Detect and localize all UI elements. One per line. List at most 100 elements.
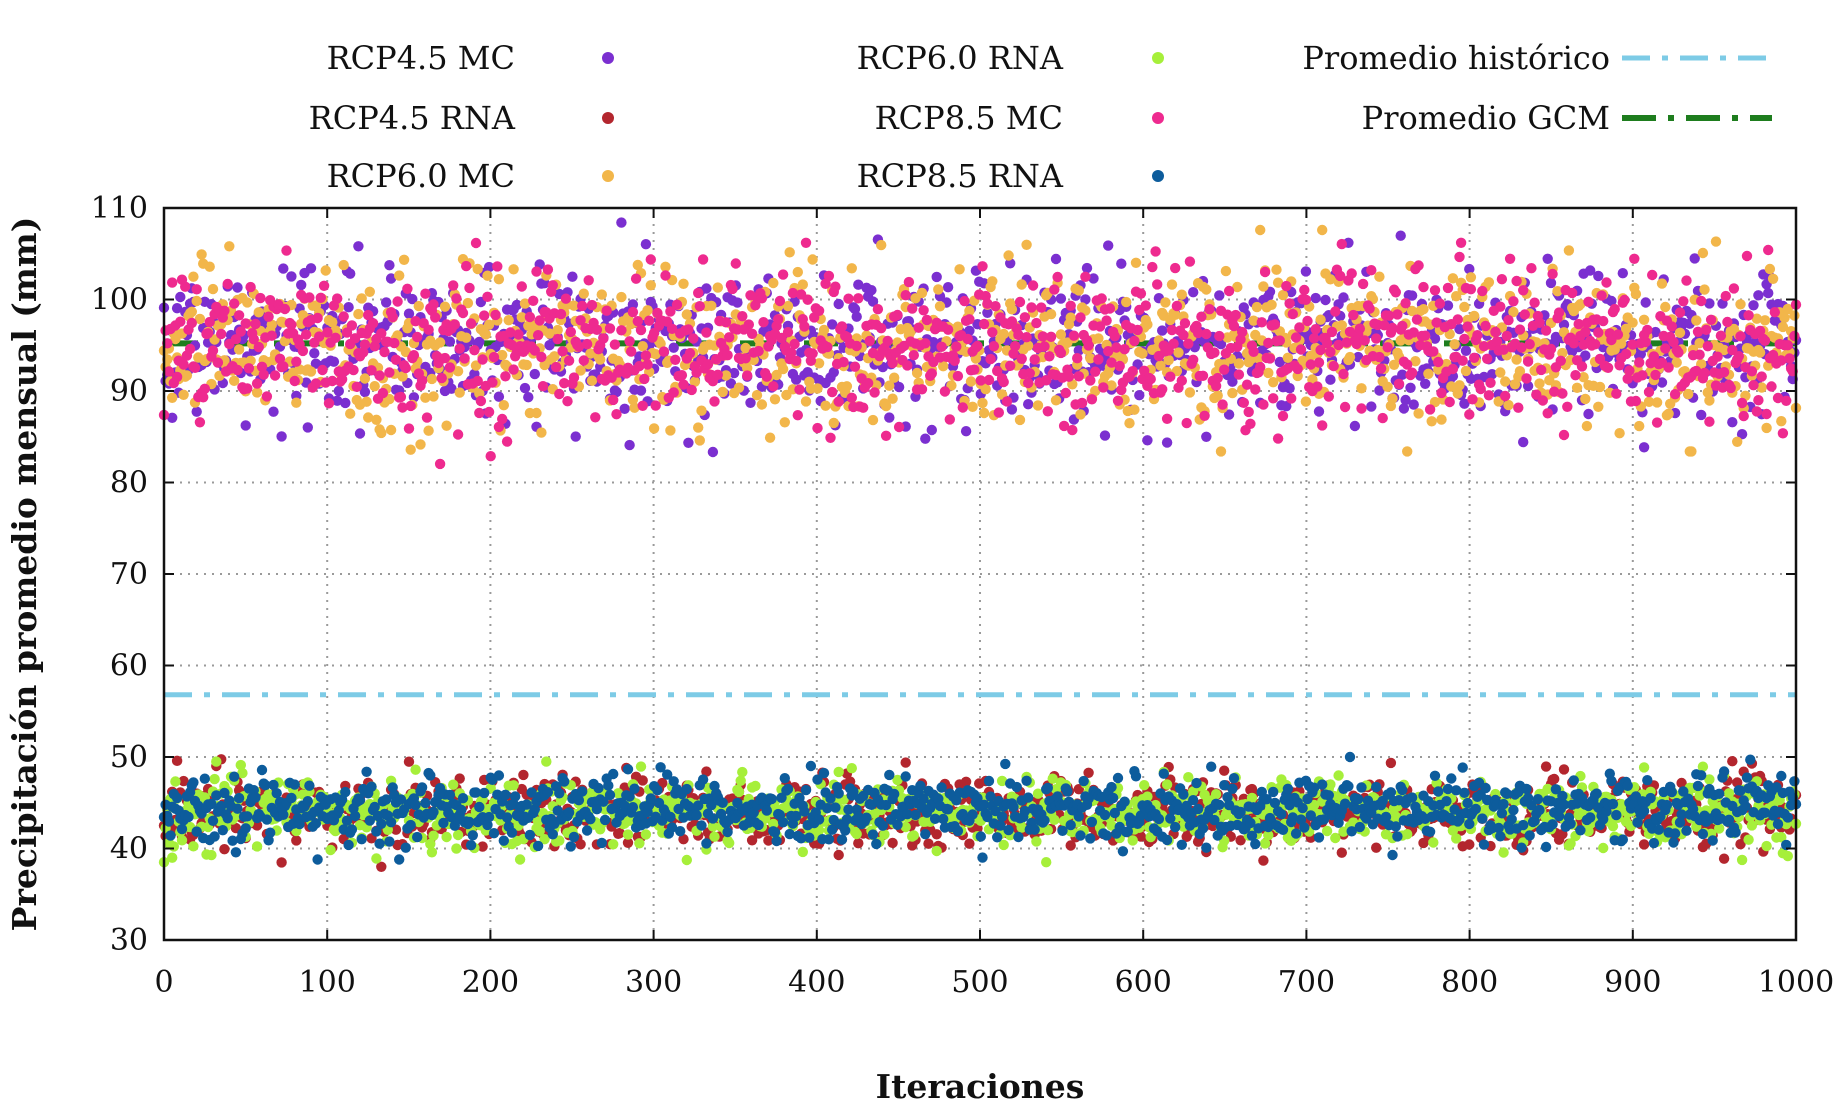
data-point — [1037, 331, 1049, 342]
data-point — [1465, 272, 1477, 283]
data-point — [570, 431, 581, 442]
data-point — [996, 775, 1008, 787]
data-point — [1147, 261, 1158, 273]
data-point — [1692, 326, 1704, 337]
data-point — [773, 314, 784, 325]
data-point — [702, 359, 714, 370]
data-point — [1022, 399, 1034, 410]
data-point — [849, 361, 861, 372]
data-point — [1384, 310, 1395, 321]
data-point — [577, 300, 588, 312]
data-point — [245, 281, 256, 293]
data-point — [880, 400, 892, 412]
data-point — [1188, 786, 1199, 797]
data-point — [782, 300, 794, 312]
data-point — [1325, 779, 1336, 790]
data-point — [439, 301, 451, 312]
data-point — [488, 351, 500, 363]
data-point — [1255, 361, 1266, 373]
data-point — [1704, 395, 1715, 406]
data-point — [416, 375, 428, 386]
data-point — [330, 332, 341, 343]
data-point — [1647, 269, 1658, 281]
data-point — [402, 283, 413, 294]
data-point — [191, 284, 202, 295]
data-point — [807, 348, 818, 359]
data-point — [578, 288, 589, 299]
data-point — [240, 318, 251, 329]
data-point — [760, 813, 771, 824]
data-point — [1395, 230, 1406, 241]
data-point — [1374, 351, 1385, 363]
data-point — [851, 828, 862, 840]
data-point — [797, 846, 808, 858]
data-point — [1333, 770, 1344, 781]
data-point — [490, 309, 501, 321]
data-point — [448, 779, 459, 790]
data-point — [242, 383, 253, 394]
data-point — [539, 834, 550, 845]
data-point — [1050, 253, 1062, 265]
data-point — [175, 291, 186, 303]
data-point — [916, 384, 928, 395]
data-point — [175, 316, 186, 327]
data-point — [1576, 361, 1588, 372]
data-point — [1402, 359, 1413, 370]
data-point — [608, 394, 619, 406]
data-point — [962, 333, 973, 345]
data-point — [1423, 368, 1434, 379]
data-point — [1354, 323, 1366, 334]
data-point — [1063, 371, 1075, 382]
data-point — [1068, 330, 1080, 341]
data-point — [384, 260, 395, 271]
data-point — [735, 775, 746, 786]
data-point — [332, 395, 343, 406]
data-point — [1321, 825, 1333, 837]
data-point — [1281, 401, 1292, 412]
data-point — [616, 325, 627, 336]
data-point — [261, 391, 273, 402]
data-point — [954, 264, 965, 275]
data-point — [1436, 414, 1447, 425]
data-point — [1371, 842, 1382, 853]
data-point — [998, 376, 1009, 388]
data-point — [371, 414, 382, 425]
data-point — [737, 766, 748, 778]
data-point — [802, 294, 813, 305]
data-point — [1127, 835, 1138, 846]
data-point — [541, 756, 552, 767]
data-point — [876, 323, 887, 334]
data-point — [933, 284, 944, 295]
data-point — [426, 847, 438, 858]
data-point — [279, 336, 291, 347]
data-point — [216, 328, 227, 340]
data-point — [1392, 309, 1403, 320]
data-point — [1114, 360, 1125, 372]
data-point — [1542, 253, 1553, 264]
data-point — [1060, 387, 1072, 399]
data-point — [820, 278, 831, 289]
data-point — [936, 341, 947, 352]
data-points — [158, 217, 1802, 872]
data-point — [477, 841, 488, 852]
data-point — [1101, 315, 1112, 326]
data-point — [237, 767, 248, 779]
data-point — [1420, 330, 1431, 341]
data-point — [1313, 357, 1325, 368]
data-point — [1083, 340, 1094, 351]
data-point — [333, 385, 344, 397]
data-point — [1601, 277, 1612, 288]
data-point — [931, 271, 942, 283]
data-point — [1400, 394, 1411, 406]
data-point — [1325, 374, 1336, 385]
data-point — [1160, 297, 1171, 308]
data-point — [482, 291, 493, 302]
data-point — [477, 354, 488, 365]
data-point — [1241, 379, 1253, 390]
data-point — [1571, 382, 1583, 393]
data-point — [1181, 417, 1192, 429]
data-point — [1106, 380, 1117, 391]
data-point — [1109, 331, 1121, 342]
data-point — [1602, 362, 1614, 373]
data-point — [1650, 369, 1661, 381]
